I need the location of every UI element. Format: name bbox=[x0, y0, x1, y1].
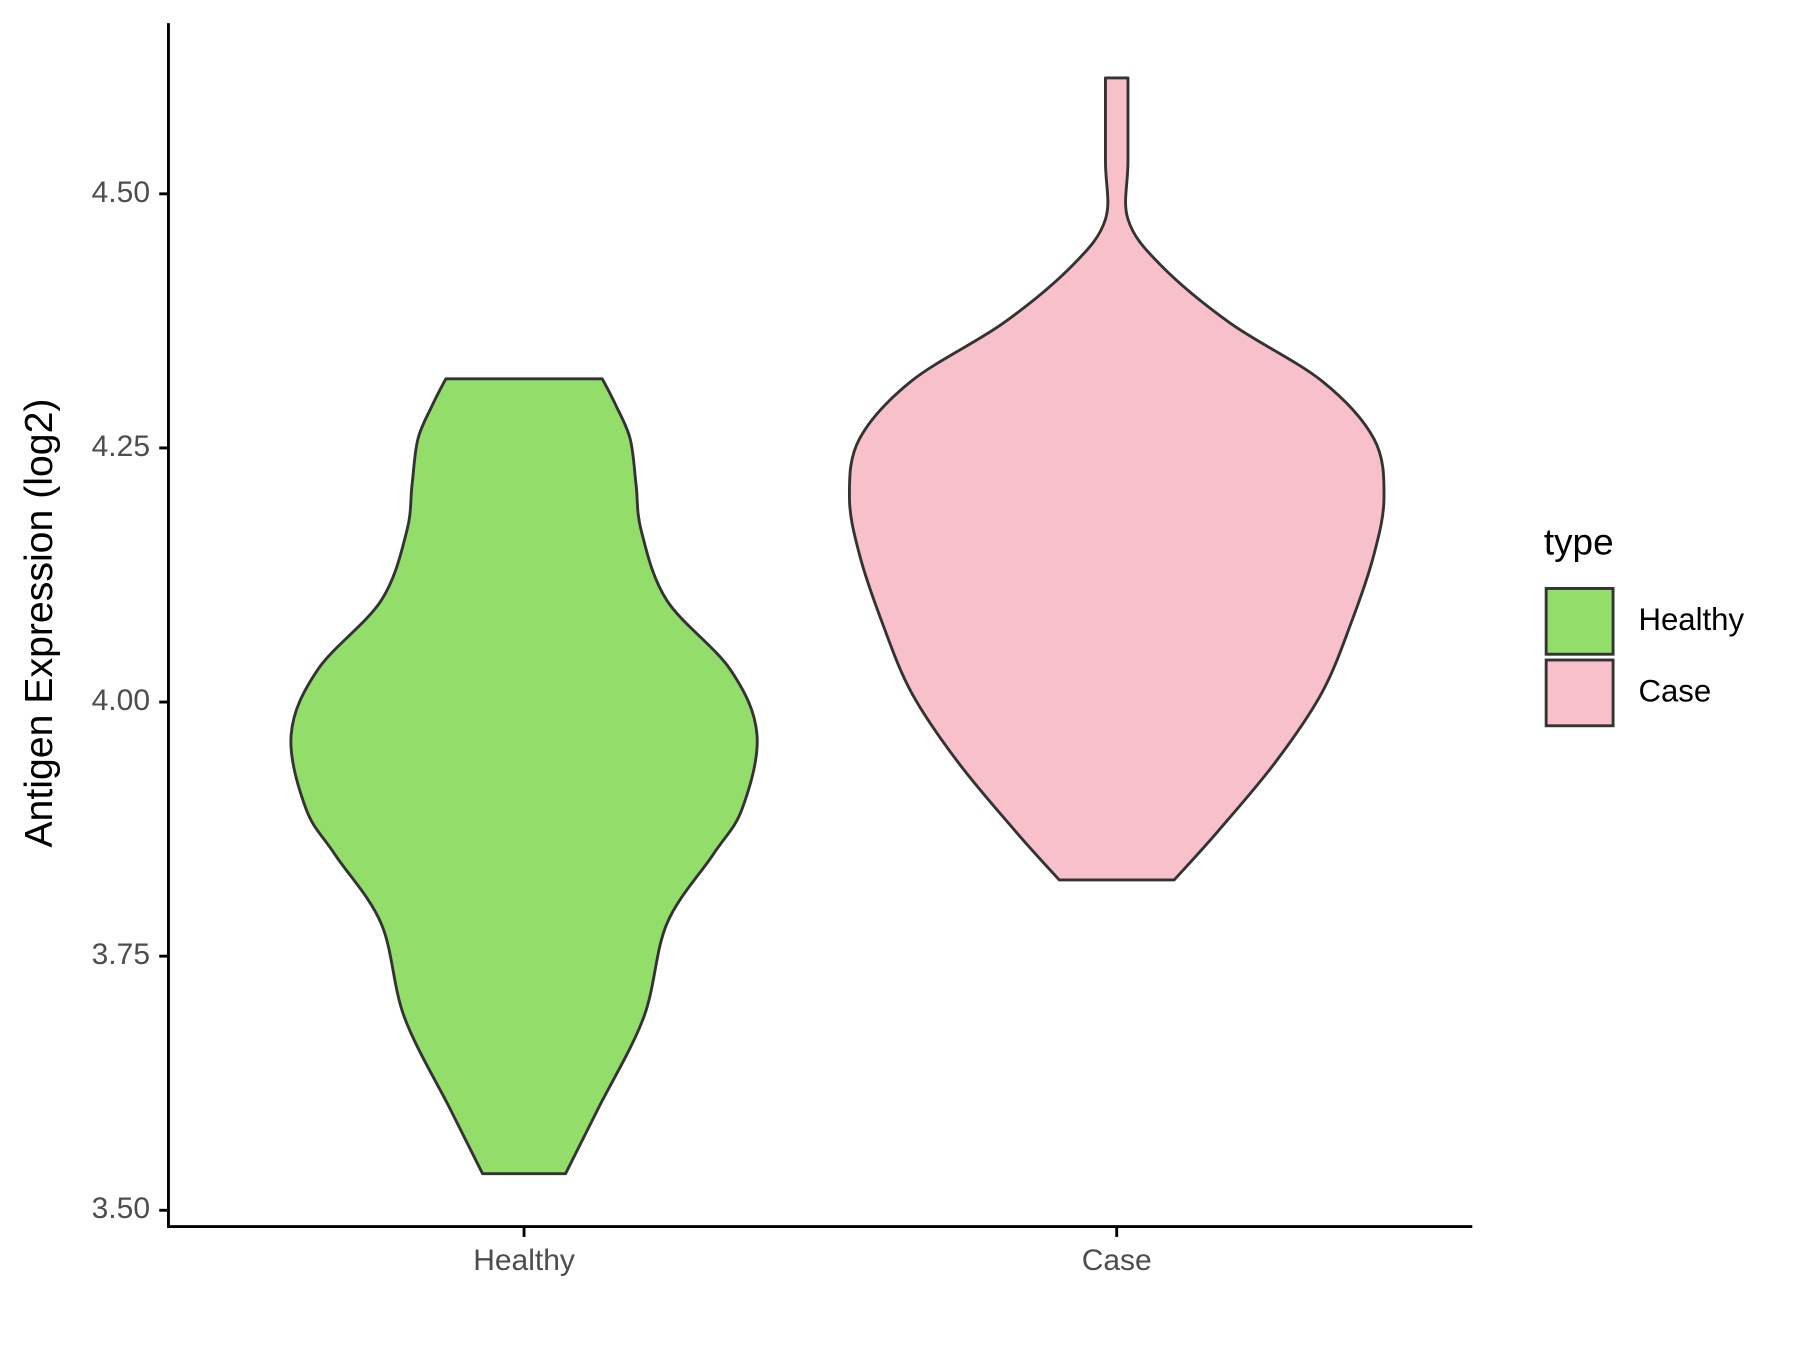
x-tick-label: Healthy bbox=[473, 1244, 575, 1277]
x-tick-label: Case bbox=[1082, 1244, 1152, 1277]
legend-swatch bbox=[1544, 587, 1615, 656]
legend-title: type bbox=[1544, 521, 1614, 562]
y-tick-label: 4.25 bbox=[92, 430, 150, 463]
legend-label: Case bbox=[1638, 674, 1711, 709]
legend-swatch bbox=[1544, 658, 1615, 728]
y-tick-label: 4.00 bbox=[92, 684, 150, 717]
y-axis-label: Antigen Expression (log2) bbox=[17, 399, 61, 848]
y-tick-label: 3.75 bbox=[92, 938, 150, 971]
y-tick-label: 4.50 bbox=[92, 176, 150, 209]
y-tick-label: 3.50 bbox=[92, 1192, 150, 1225]
violin bbox=[289, 377, 759, 1176]
violin bbox=[847, 76, 1386, 882]
legend-label: Healthy bbox=[1638, 602, 1744, 637]
